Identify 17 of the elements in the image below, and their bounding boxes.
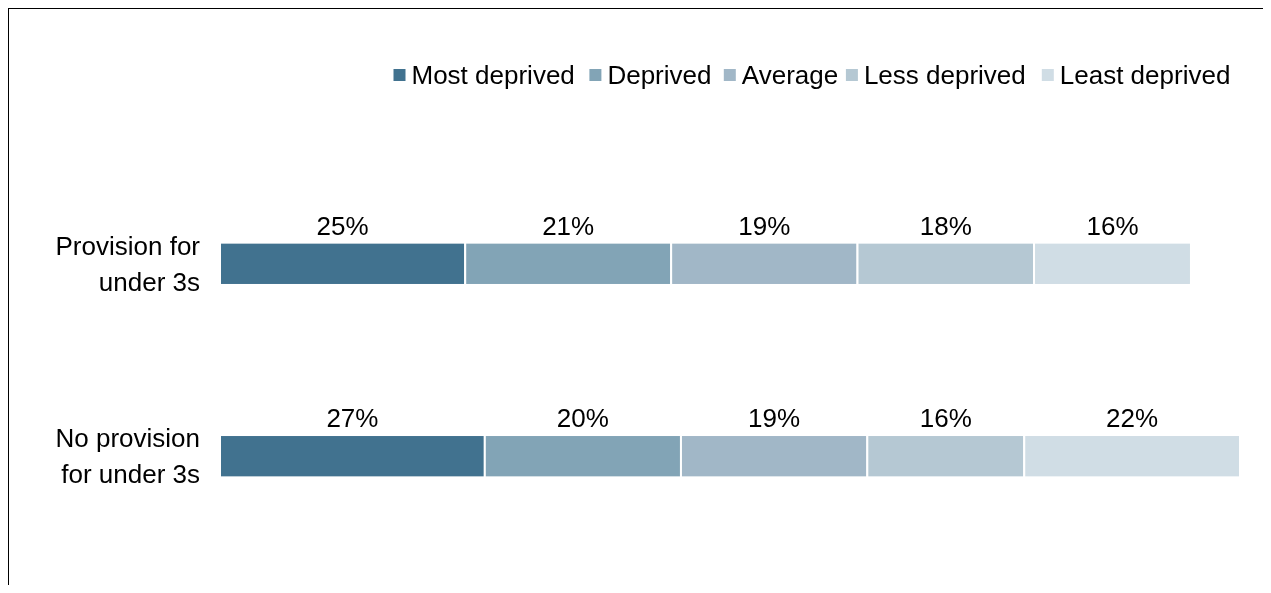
data-label: 20% (556, 403, 609, 434)
legend-label: Less deprived (863, 60, 1026, 90)
data-label: 22% (1106, 403, 1159, 434)
data-label: 16% (1086, 210, 1139, 241)
data-label: 21% (542, 210, 595, 241)
y-tick-label: Provision for under 3s (55, 230, 201, 297)
data-label: 19% (738, 210, 791, 241)
data-label: 27% (326, 403, 379, 434)
legend-label: Deprived (607, 60, 712, 90)
legend-label: Most deprived (411, 60, 575, 90)
legend-label: Least deprived (1059, 60, 1231, 90)
data-label: 25% (316, 210, 369, 241)
data-label: 19% (748, 403, 801, 434)
data-label: 18% (919, 210, 972, 241)
y-tick-label: No provision for under 3s (55, 423, 200, 490)
data-label: 16% (919, 403, 972, 434)
legend-label: Average (741, 60, 839, 90)
